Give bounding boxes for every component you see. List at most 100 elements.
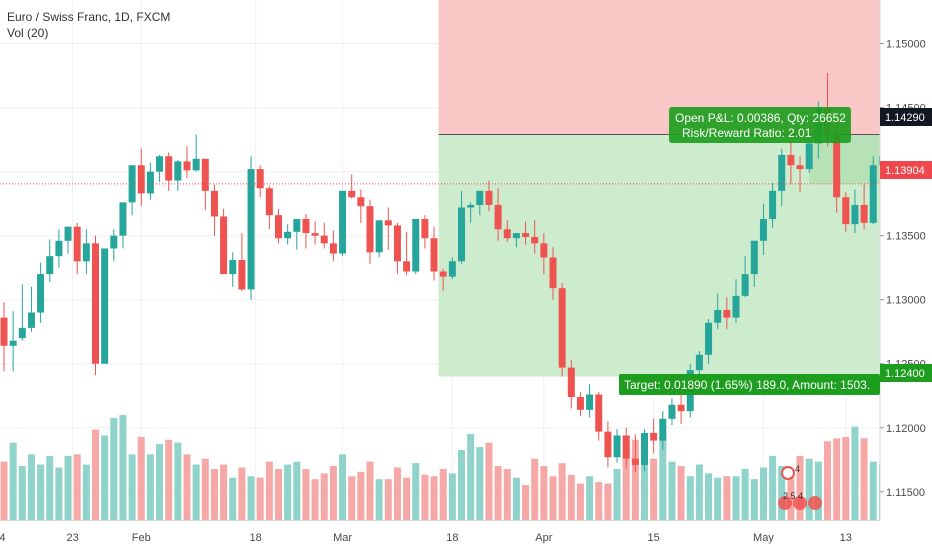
candle-body[interactable] [412,219,420,272]
candle-body[interactable] [467,204,475,208]
candle-body[interactable] [73,226,81,262]
candle-body[interactable] [695,354,703,371]
candle-body[interactable] [586,394,594,410]
candle-body[interactable] [604,431,612,458]
candle-body[interactable] [714,309,722,323]
candle-body[interactable] [558,288,566,368]
candle-body[interactable] [302,219,310,234]
candle-body[interactable] [549,257,557,289]
candle-body[interactable] [366,206,374,253]
candle-body[interactable] [723,309,731,318]
candle-body[interactable] [146,171,154,194]
candle-body[interactable] [448,261,456,277]
candle-body[interactable] [631,458,639,465]
candle-body[interactable] [320,235,328,244]
candle-body[interactable] [192,158,200,171]
candle-body[interactable] [659,418,667,441]
candle-body[interactable] [403,261,411,272]
candle-body[interactable] [750,240,758,275]
candle-body[interactable] [576,397,584,410]
candle-body[interactable] [55,240,63,257]
candle-body[interactable] [705,322,713,355]
candle-body[interactable] [393,225,401,262]
candle-body[interactable] [284,231,292,239]
candle-body[interactable] [156,156,164,172]
candle-body[interactable] [430,238,438,272]
candle-body[interactable] [27,312,35,328]
candle-body[interactable] [348,190,356,198]
candle-body[interactable] [119,202,127,236]
candle-body[interactable] [357,197,365,207]
target-info-box[interactable]: Target: 0.01890 (1.65%) 189.0, Amount: 1… [619,374,880,395]
candle-body[interactable] [869,165,877,223]
candle-body[interactable] [329,243,337,254]
candle-body[interactable] [375,220,383,253]
candle-body[interactable] [0,317,8,346]
candle-body[interactable] [567,367,575,398]
time-axis-bg[interactable] [0,520,932,550]
candle-body[interactable] [165,156,173,181]
candle-body[interactable] [220,216,228,275]
candle-body[interactable] [238,260,246,290]
candle-body[interactable] [512,233,520,239]
candle-body[interactable] [668,404,676,419]
price-axis[interactable]: 1.150001.145001.140001.135001.130001.125… [880,39,926,499]
candle-body[interactable] [805,143,813,170]
candle-body[interactable] [778,154,786,191]
candle-body[interactable] [247,169,255,290]
candle-body[interactable] [860,204,868,223]
candle-body[interactable] [256,169,264,189]
candle-body[interactable] [759,219,767,241]
candle-body[interactable] [842,197,850,225]
candle-body[interactable] [137,165,145,194]
candle-body[interactable] [9,340,17,346]
candle-body[interactable] [732,295,740,318]
candle-body[interactable] [787,154,795,166]
candle-body[interactable] [741,274,749,296]
candle-body[interactable] [769,190,777,220]
candle-body[interactable] [384,220,392,226]
candle-body[interactable] [641,432,648,465]
candle-body[interactable] [18,327,26,339]
candle-body[interactable] [494,204,502,230]
volume-indicator-label[interactable]: Vol (20) [7,26,49,40]
candle-body[interactable] [229,260,237,275]
candle-body[interactable] [522,233,530,237]
time-axis[interactable]: 14 23 Feb 18 Mar 18 Apr 15 May 13 [0,532,852,544]
candle-body[interactable] [275,215,282,239]
candle-body[interactable] [650,432,658,441]
profit-target-zone[interactable] [438,134,880,377]
candle-body[interactable] [265,188,273,216]
candle-body[interactable] [833,133,841,198]
candle-body[interactable] [37,274,45,313]
candle-body[interactable] [339,190,347,254]
candle-body[interactable] [540,243,548,258]
candle-body[interactable] [201,158,209,191]
candle-body[interactable] [46,256,54,275]
candle-body[interactable] [82,243,90,262]
candle-body[interactable] [421,219,429,239]
candle-body[interactable] [531,236,539,244]
symbol-title[interactable]: Euro / Swiss Franc, 1D, FXCM [7,10,171,24]
candle-body[interactable] [311,233,319,236]
candle-body[interactable] [174,161,182,181]
candle-body[interactable] [595,394,603,432]
price-axis-bg[interactable] [880,0,932,520]
candle-body[interactable] [796,165,804,170]
candle-body[interactable] [110,235,118,249]
candle-body[interactable] [622,435,630,459]
candle-body[interactable] [210,190,218,217]
event-icons[interactable]: 4 2 5 4 [778,464,822,510]
candle-body[interactable] [458,207,465,262]
candle-body[interactable] [293,219,301,232]
candle-body[interactable] [677,404,685,412]
candle-body[interactable] [439,271,447,277]
candle-body[interactable] [101,248,109,364]
candle-body[interactable] [613,435,621,458]
open-pl-box[interactable]: Open P&L: 0.00386, Qty: 26652 Risk/Rewar… [669,107,851,143]
candle-body[interactable] [92,243,99,364]
candle-body[interactable] [503,229,511,239]
candle-body[interactable] [851,204,859,225]
